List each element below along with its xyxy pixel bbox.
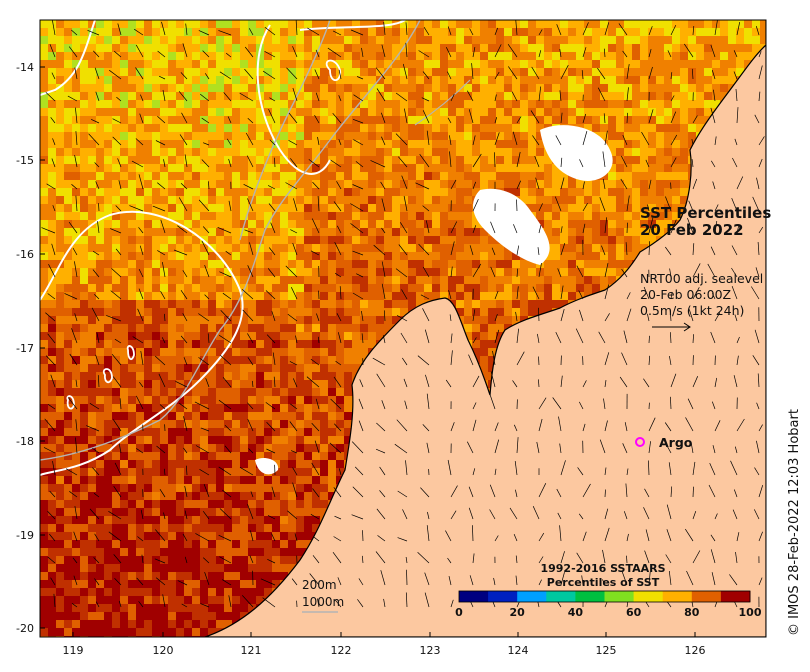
colorbar-swatch bbox=[546, 591, 576, 602]
current-info-line1: NRT00 adj. sealevel bbox=[640, 271, 763, 286]
x-tick-label: 126 bbox=[685, 644, 706, 657]
sealevel-contour bbox=[102, 368, 113, 384]
colorbar-swatch bbox=[604, 591, 635, 602]
colorbar-swatch bbox=[633, 591, 664, 602]
sealevel-contour bbox=[126, 345, 135, 361]
plot-frame bbox=[39, 19, 767, 638]
sealevel-contour bbox=[299, 20, 406, 31]
y-tick-label: -19 bbox=[16, 529, 34, 542]
x-axis: 119 120 121 122 123 124 125 126 bbox=[63, 632, 706, 657]
argo-marker bbox=[635, 437, 645, 447]
y-axis: -14 -15 -16 -17 -18 -19 -20 bbox=[16, 61, 45, 635]
sealevel-contour bbox=[256, 24, 331, 175]
colorbar-swatch bbox=[488, 591, 518, 602]
colorbar: 1992-2016 SSTAARS Percentiles of SST 0 20… bbox=[455, 562, 762, 619]
y-tick-label: -14 bbox=[16, 61, 34, 74]
colorbar-title-line2: Percentiles of SST bbox=[547, 576, 660, 589]
x-tick-label: 124 bbox=[508, 644, 529, 657]
isobath-line bbox=[40, 20, 421, 461]
colorbar-tick-label: 80 bbox=[684, 606, 700, 619]
x-tick-label: 120 bbox=[153, 644, 174, 657]
colorbar-swatch bbox=[459, 591, 489, 602]
y-tick-label: -16 bbox=[16, 248, 34, 261]
colorbar-swatch bbox=[691, 591, 722, 602]
x-tick-label: 122 bbox=[331, 644, 352, 657]
y-tick-label: -20 bbox=[16, 622, 34, 635]
colorbar-swatch bbox=[720, 591, 751, 602]
missing-data-patch bbox=[473, 188, 550, 265]
colorbar-tick-label: 60 bbox=[626, 606, 642, 619]
colorbar-tick-label: 0 bbox=[455, 606, 463, 619]
colorbar-tick-label: 20 bbox=[510, 606, 526, 619]
argo-label: Argo bbox=[659, 435, 693, 450]
map-title-line1: SST Percentiles bbox=[640, 204, 771, 222]
sealevel-contour bbox=[40, 210, 244, 476]
colorbar-swatch bbox=[575, 591, 605, 602]
colorbar-swatch bbox=[517, 591, 547, 602]
current-info-line3: 0.5m/s (1kt 24h) bbox=[640, 303, 744, 318]
x-tick-label: 121 bbox=[241, 644, 262, 657]
y-tick-label: -17 bbox=[16, 342, 34, 355]
colorbar-title-line1: 1992-2016 SSTAARS bbox=[540, 562, 665, 575]
isobath-label-1000m: 1000m bbox=[302, 595, 344, 609]
sealevel-contour bbox=[325, 59, 342, 82]
isobath-line bbox=[414, 79, 471, 126]
colorbar-swatch bbox=[662, 591, 693, 602]
x-tick-label: 123 bbox=[420, 644, 441, 657]
colorbar-tick-label: 40 bbox=[568, 606, 584, 619]
map-title-line2: 20 Feb 2022 bbox=[640, 221, 744, 239]
current-scale-arrow-icon bbox=[652, 322, 691, 332]
x-tick-label: 125 bbox=[596, 644, 617, 657]
isobath-label-200m: 200m bbox=[302, 578, 337, 592]
sealevel-contour bbox=[40, 20, 96, 96]
y-tick-label: -18 bbox=[16, 435, 34, 448]
credit-text: © IMOS 28-Feb-2022 12:03 Hobart bbox=[787, 409, 802, 636]
current-info-line2: 20-Feb 06:00Z bbox=[640, 287, 731, 302]
y-tick-label: -15 bbox=[16, 154, 34, 167]
x-tick-label: 119 bbox=[63, 644, 84, 657]
current-vectors bbox=[41, 20, 765, 608]
colorbar-tick-label: 100 bbox=[739, 606, 762, 619]
missing-data-patch bbox=[255, 458, 279, 475]
